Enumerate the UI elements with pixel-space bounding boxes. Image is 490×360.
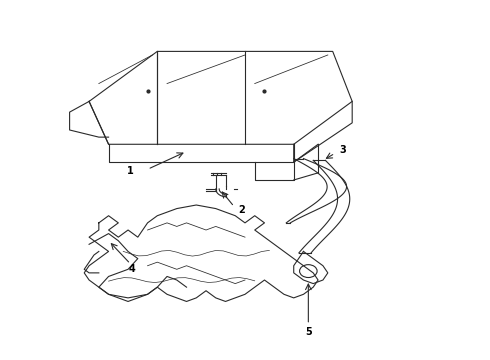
Text: 3: 3 bbox=[339, 145, 346, 155]
Text: 1: 1 bbox=[127, 166, 134, 176]
Text: 2: 2 bbox=[238, 205, 245, 215]
Text: 4: 4 bbox=[128, 264, 135, 274]
Text: 5: 5 bbox=[305, 327, 312, 337]
